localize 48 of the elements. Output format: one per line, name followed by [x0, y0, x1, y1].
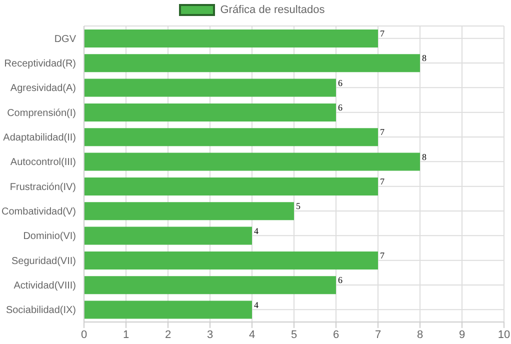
- bar: [84, 202, 294, 220]
- data-label: 7: [380, 28, 385, 38]
- y-tick-label: Agresividad(A): [10, 83, 76, 94]
- bar: [84, 54, 420, 72]
- data-label: 5: [296, 201, 301, 212]
- data-label: 8: [422, 53, 427, 64]
- bar: [84, 152, 420, 171]
- x-tick-label: 3: [206, 328, 214, 341]
- data-label: 6: [338, 78, 343, 88]
- bar: [84, 78, 336, 97]
- y-tick-label: Comprensión(I): [7, 108, 76, 119]
- bar: [84, 251, 378, 270]
- bar: [84, 300, 252, 319]
- y-tick-label: Actividad(VIII): [14, 280, 76, 292]
- y-tick-label: Autocontrol(III): [10, 157, 76, 168]
- x-tick-label: 1: [122, 328, 130, 341]
- x-tick-label: 2: [164, 328, 172, 341]
- data-label: 6: [338, 102, 343, 112]
- y-tick-label: Sociabilidad(IX): [6, 305, 76, 316]
- bar: [84, 128, 378, 146]
- x-tick-label: 10: [498, 328, 510, 341]
- data-label: 6: [338, 275, 343, 286]
- bar: [84, 226, 252, 245]
- data-label: 7: [380, 127, 385, 138]
- data-label: 4: [254, 226, 259, 236]
- x-tick-label: 4: [248, 328, 256, 341]
- data-label: 4: [254, 300, 259, 310]
- x-tick-label: 8: [416, 328, 424, 341]
- data-label: 7: [380, 250, 385, 260]
- x-tick-label: 9: [458, 328, 466, 341]
- y-tick-label: Adaptabilidad(II): [3, 132, 76, 144]
- y-tick-label: Receptividad(R): [4, 58, 76, 70]
- data-label: 7: [380, 176, 385, 186]
- bar: [84, 103, 336, 122]
- bar: [84, 29, 378, 48]
- bar: [84, 177, 378, 196]
- y-tick-label: Combatividad(V): [2, 206, 76, 218]
- y-tick-label: Seguridad(VII): [12, 256, 76, 267]
- x-tick-label: 5: [290, 328, 298, 341]
- x-tick-label: 0: [80, 328, 88, 341]
- x-tick-label: 7: [374, 328, 382, 341]
- data-label: 8: [422, 152, 427, 162]
- legend-label: Gráfica de resultados: [220, 4, 325, 16]
- y-tick-label: DGV: [54, 34, 76, 45]
- y-tick-label: Dominio(VI): [23, 231, 76, 242]
- y-tick-label: Frustración(IV): [10, 182, 76, 193]
- x-tick-label: 6: [332, 328, 340, 341]
- bar: [84, 276, 336, 294]
